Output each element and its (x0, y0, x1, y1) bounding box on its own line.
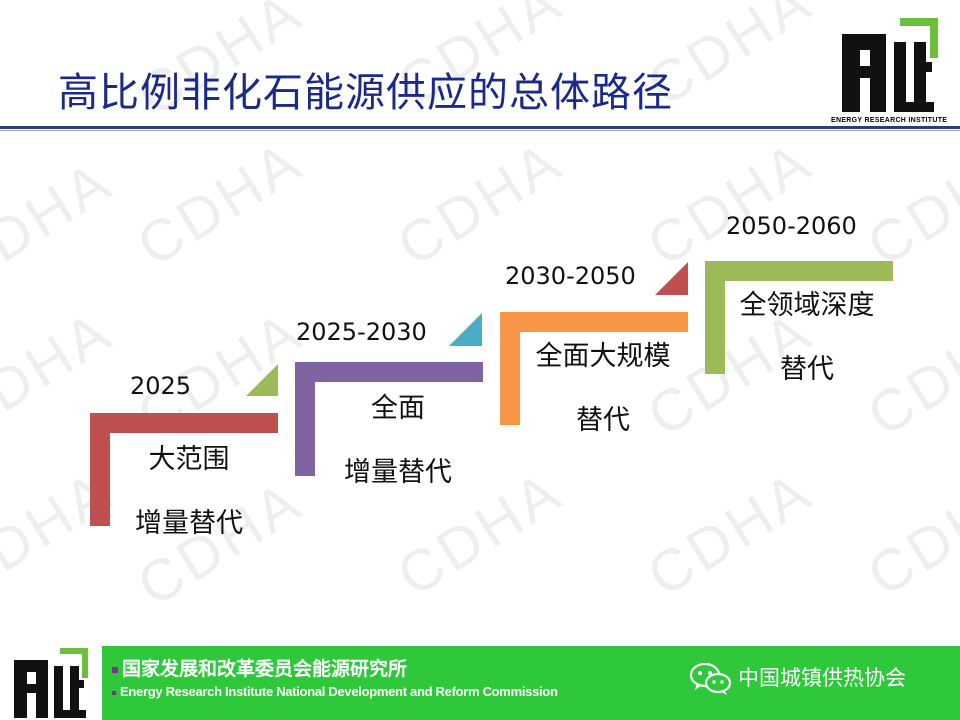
footer-org-en-text: Energy Research Institute National Devel… (120, 684, 558, 699)
watermark: CDHA (856, 458, 960, 609)
watermark: CDHA (856, 128, 960, 279)
step-1-year: 2025 (130, 372, 192, 400)
step-1-line1: 大范围 (148, 444, 230, 475)
step-2-line2: 增量替代 (344, 457, 452, 488)
step-4-year: 2050-2060 (726, 212, 857, 240)
step-1-line2: 增量替代 (135, 508, 243, 539)
institute-logo (842, 18, 938, 112)
step-2-label: 全面 增量替代 (318, 377, 478, 505)
step-1-post (90, 413, 110, 526)
association-name: 中国城镇供热协会 (738, 666, 906, 690)
footer-bar (0, 646, 960, 720)
watermark: CDHA (636, 458, 824, 609)
watermark: CDHA (126, 128, 314, 279)
watermark: CDHA (386, 128, 574, 279)
step-2-line1: 全面 (371, 393, 425, 424)
step-1-label: 大范围 增量替代 (114, 428, 264, 556)
step-3-bar (500, 312, 688, 332)
step-3-arrow-tip (655, 262, 688, 295)
footer-org-en: Energy Research Institute National Devel… (112, 684, 558, 699)
footer-org-cn: 国家发展和改革委员会能源研究所 (112, 654, 407, 681)
step-3-post (500, 312, 520, 425)
institute-logo-footer (14, 648, 88, 718)
footer-org-cn-text: 国家发展和改革委员会能源研究所 (122, 658, 408, 680)
step-4-line2: 替代 (780, 354, 834, 385)
step-3-line1: 全面大规模 (535, 341, 671, 372)
step-1-arrow-tip (246, 364, 278, 396)
slide-title: 高比例非化石能源供应的总体路径 (58, 70, 673, 116)
bullet-square-icon (112, 666, 118, 673)
bullet-square-icon (112, 690, 116, 695)
step-3-line2: 替代 (576, 405, 630, 436)
step-4-label: 全领域深度 替代 (724, 274, 890, 402)
step-3-label: 全面大规模 替代 (520, 325, 686, 453)
header-rule (0, 126, 960, 129)
step-4-line1: 全领域深度 (739, 290, 875, 321)
step-4-bar (705, 261, 893, 281)
watermark: CDHA (0, 148, 124, 299)
logo-caption: ENERGY RESEARCH INSTITUTE (831, 117, 948, 124)
watermark: CDHA (636, 128, 824, 279)
step-2-year: 2025-2030 (296, 318, 427, 346)
header-rule-thin (0, 130, 960, 131)
step-1-bar (90, 413, 278, 433)
step-2-bar (295, 362, 483, 382)
step-2-arrow-tip (449, 313, 482, 346)
wechat-icon (690, 662, 732, 695)
step-2-post (295, 362, 315, 476)
step-3-year: 2030-2050 (505, 262, 636, 290)
step-4-post (705, 261, 725, 374)
